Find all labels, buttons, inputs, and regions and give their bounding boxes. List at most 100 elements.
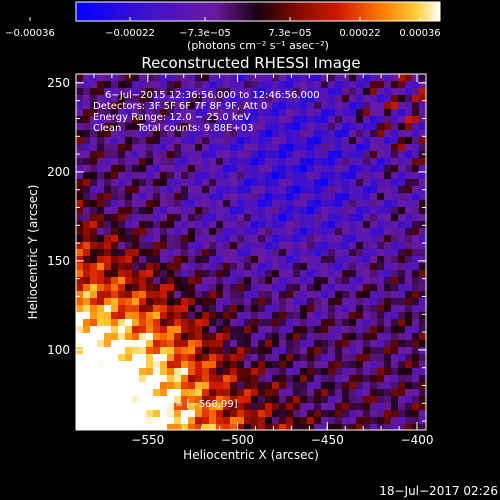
heatmap-cell bbox=[181, 214, 188, 221]
heatmap-cell bbox=[419, 116, 426, 123]
heatmap-cell bbox=[216, 116, 223, 123]
heatmap-cell bbox=[398, 221, 405, 228]
heatmap-cell bbox=[237, 158, 244, 165]
heatmap-cell bbox=[272, 193, 279, 200]
heatmap-cell bbox=[83, 137, 90, 144]
heatmap-cell bbox=[209, 179, 216, 186]
heatmap-cell bbox=[111, 347, 118, 354]
heatmap-cell bbox=[328, 102, 335, 109]
heatmap-cell bbox=[356, 368, 363, 375]
heatmap-cell bbox=[349, 116, 356, 123]
heatmap-cell bbox=[160, 424, 167, 430]
heatmap-cell bbox=[188, 291, 195, 298]
heatmap-cell bbox=[223, 347, 230, 354]
heatmap-cell bbox=[363, 95, 370, 102]
heatmap-cell bbox=[244, 389, 251, 396]
heatmap-cell bbox=[216, 298, 223, 305]
heatmap-cell bbox=[293, 396, 300, 403]
heatmap-cell bbox=[202, 235, 209, 242]
heatmap-cell bbox=[349, 389, 356, 396]
heatmap-cell bbox=[370, 305, 377, 312]
heatmap-cell bbox=[363, 116, 370, 123]
heatmap-cell bbox=[153, 102, 160, 109]
heatmap-cell bbox=[405, 382, 412, 389]
heatmap-cell bbox=[377, 403, 384, 410]
heatmap-cell bbox=[349, 333, 356, 340]
heatmap-cell bbox=[230, 361, 237, 368]
heatmap-cell bbox=[419, 368, 426, 375]
heatmap-cell bbox=[377, 158, 384, 165]
heatmap-cell bbox=[321, 228, 328, 235]
heatmap-cell bbox=[419, 81, 426, 88]
heatmap-cell bbox=[146, 368, 153, 375]
heatmap-cell bbox=[153, 375, 160, 382]
heatmap-cell bbox=[356, 214, 363, 221]
heatmap-cell bbox=[328, 417, 335, 424]
heatmap-cell bbox=[223, 326, 230, 333]
heatmap-cell bbox=[356, 88, 363, 95]
heatmap-cell bbox=[342, 235, 349, 242]
heatmap-cell bbox=[237, 326, 244, 333]
heatmap-cell bbox=[153, 214, 160, 221]
heatmap-cell bbox=[216, 256, 223, 263]
heatmap-cell bbox=[118, 375, 125, 382]
heatmap-cell bbox=[153, 263, 160, 270]
heatmap-cell bbox=[384, 144, 391, 151]
heatmap-cell bbox=[209, 81, 216, 88]
heatmap-cell bbox=[377, 417, 384, 424]
heatmap-cell bbox=[398, 410, 405, 417]
heatmap-cell bbox=[300, 403, 307, 410]
heatmap-cell bbox=[237, 116, 244, 123]
heatmap-cell bbox=[419, 144, 426, 151]
heatmap-cell bbox=[202, 151, 209, 158]
heatmap-cell bbox=[244, 242, 251, 249]
heatmap-cell bbox=[251, 228, 258, 235]
heatmap-cell bbox=[363, 354, 370, 361]
heatmap-cell bbox=[237, 228, 244, 235]
heatmap-cell bbox=[146, 228, 153, 235]
heatmap-cell bbox=[188, 109, 195, 116]
heatmap-cell bbox=[279, 88, 286, 95]
heatmap-cell bbox=[181, 242, 188, 249]
heatmap-cell bbox=[363, 137, 370, 144]
annotation-peak-position: Position of Peak = [−568,99] bbox=[93, 399, 238, 410]
heatmap-cell bbox=[125, 319, 132, 326]
heatmap-cell bbox=[125, 403, 132, 410]
heatmap-cell bbox=[83, 165, 90, 172]
heatmap-cell bbox=[223, 123, 230, 130]
heatmap-cell bbox=[223, 354, 230, 361]
heatmap-cell bbox=[391, 263, 398, 270]
heatmap-cell bbox=[300, 228, 307, 235]
heatmap-cell bbox=[97, 221, 104, 228]
heatmap-cell bbox=[209, 389, 216, 396]
heatmap-cell bbox=[209, 158, 216, 165]
heatmap-cell bbox=[153, 270, 160, 277]
heatmap-cell bbox=[293, 193, 300, 200]
heatmap-cell bbox=[146, 410, 153, 417]
heatmap-cell bbox=[349, 214, 356, 221]
heatmap-cell bbox=[370, 375, 377, 382]
heatmap-cell bbox=[104, 305, 111, 312]
heatmap-cell bbox=[97, 158, 104, 165]
heatmap-cell bbox=[335, 193, 342, 200]
heatmap-cell bbox=[132, 256, 139, 263]
heatmap-cell bbox=[153, 277, 160, 284]
heatmap-cell bbox=[272, 130, 279, 137]
heatmap-cell bbox=[405, 375, 412, 382]
heatmap-cell bbox=[335, 347, 342, 354]
heatmap-cell bbox=[286, 81, 293, 88]
heatmap-cell bbox=[181, 410, 188, 417]
heatmap-cell bbox=[398, 242, 405, 249]
heatmap-cell bbox=[153, 130, 160, 137]
heatmap-cell bbox=[76, 424, 83, 430]
heatmap-cell bbox=[384, 88, 391, 95]
heatmap-cell bbox=[188, 417, 195, 424]
heatmap-cell bbox=[146, 116, 153, 123]
heatmap-cell bbox=[258, 186, 265, 193]
heatmap-cell bbox=[83, 214, 90, 221]
heatmap-cell bbox=[279, 130, 286, 137]
heatmap-cell bbox=[202, 312, 209, 319]
heatmap-cell bbox=[202, 137, 209, 144]
heatmap-cell bbox=[125, 193, 132, 200]
heatmap-cell bbox=[391, 158, 398, 165]
